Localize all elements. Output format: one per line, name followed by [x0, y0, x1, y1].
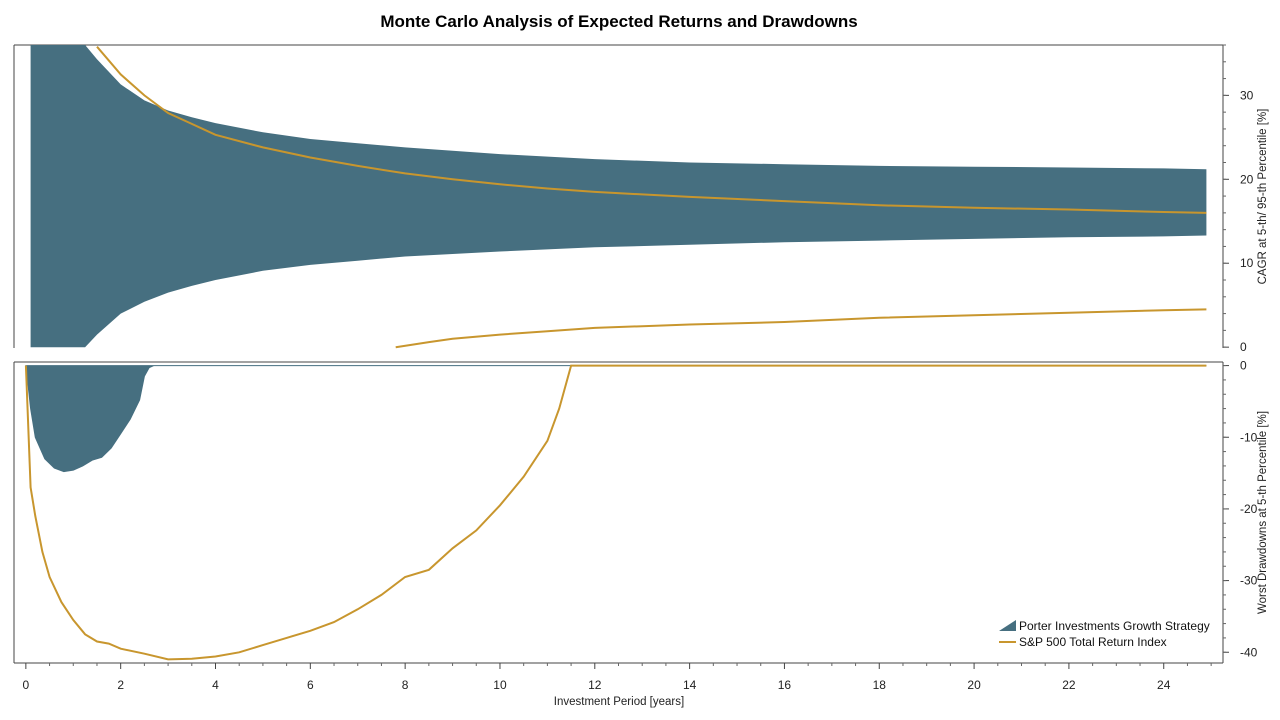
legend-label-strategy: Porter Investments Growth Strategy [1019, 619, 1210, 633]
x-tick-label: 14 [683, 678, 697, 692]
benchmark-line-upper [96, 46, 1207, 214]
y-axis-label-returns: CAGR at 5-th/ 95-th Percentile [%] [1257, 109, 1269, 285]
x-tick-label: 10 [493, 678, 507, 692]
returns-panel: 0 10 20 30 [13, 44, 1254, 354]
legend-swatch-strategy [999, 620, 1016, 631]
x-tick-label: 12 [588, 678, 602, 692]
x-tick-label: 16 [778, 678, 792, 692]
y-tick-label: -40 [1240, 645, 1258, 659]
x-tick-label: 22 [1062, 678, 1076, 692]
y-tick-label: 0 [1240, 340, 1247, 354]
y-tick-label: -10 [1240, 430, 1258, 444]
x-tick-label: 4 [212, 678, 219, 692]
x-tick-label: 18 [873, 678, 887, 692]
x-axis: 0 2 4 6 8 10 12 14 16 18 20 22 24 [14, 662, 1223, 692]
x-axis-label: Investment Period [years] [554, 696, 684, 708]
x-tick-label: 24 [1157, 678, 1171, 692]
y-axis-label-drawdowns: Worst Drawdowns at 5-th Percentile [%] [1257, 411, 1269, 614]
y-tick-label: 30 [1240, 88, 1254, 102]
strategy-band [30, 45, 1207, 348]
y-tick-label: -20 [1240, 502, 1258, 516]
chart-title: Monte Carlo Analysis of Expected Returns… [380, 12, 857, 31]
y-tick-label: 20 [1240, 172, 1254, 186]
strategy-drawdown-area [25, 365, 1207, 473]
benchmark-line-line [24, 364, 1207, 661]
legend-label-benchmark: S&P 500 Total Return Index [1019, 635, 1167, 649]
x-tick-label: 2 [117, 678, 124, 692]
y-tick-label: 0 [1240, 359, 1247, 373]
legend: Porter Investments Growth Strategy S&P 5… [999, 619, 1210, 649]
x-tick-label: 8 [402, 678, 409, 692]
y-tick-label: 10 [1240, 256, 1254, 270]
x-tick-label: 0 [23, 678, 30, 692]
y-tick-label: -30 [1240, 574, 1258, 588]
x-tick-label: 20 [967, 678, 981, 692]
drawdowns-panel: 0 -10 -20 -30 -40 [13, 359, 1258, 663]
x-tick-label: 6 [307, 678, 314, 692]
benchmark-line-lower [395, 308, 1207, 349]
